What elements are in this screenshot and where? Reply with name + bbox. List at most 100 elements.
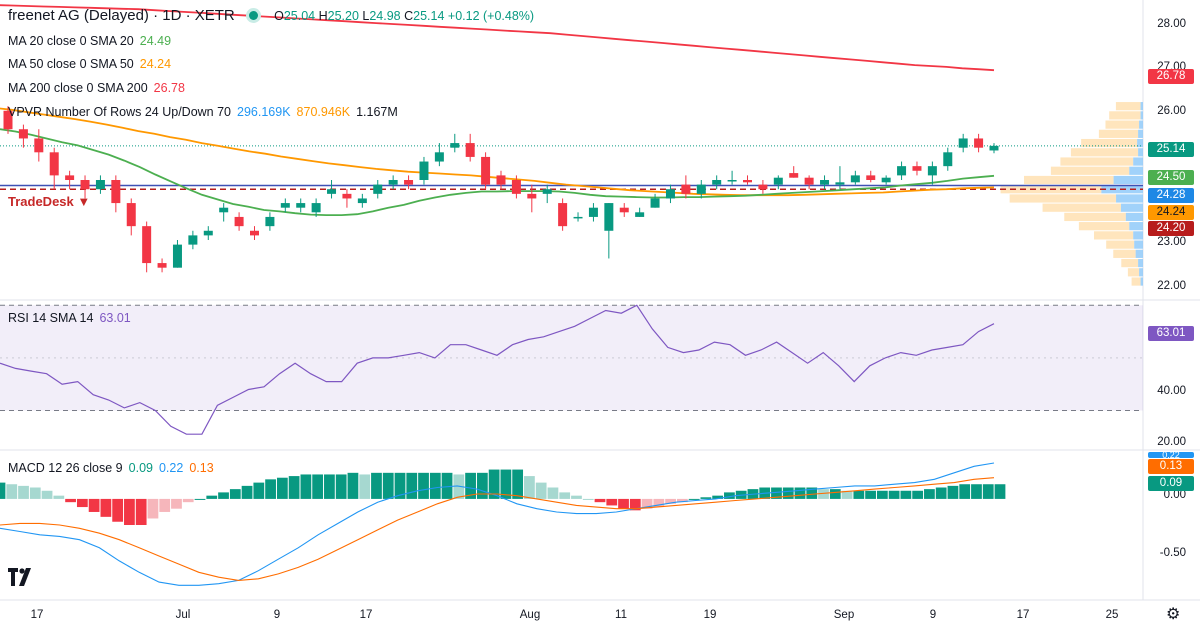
- vpvr-up-bar: [1129, 166, 1143, 175]
- macd-hist-bar: [535, 482, 547, 499]
- candle-body: [34, 138, 44, 153]
- high-label: H: [318, 9, 328, 23]
- vpvr-down-bar: [1042, 203, 1121, 212]
- vpvr-legend[interactable]: VPVR Number Of Rows 24 Up/Down 70 296.169…: [8, 104, 398, 120]
- ma200-legend[interactable]: MA 200 close 0 SMA 200 26.78: [8, 80, 185, 96]
- market-status-icon: [248, 11, 258, 21]
- candle-body: [111, 180, 121, 204]
- candle-body: [18, 129, 28, 139]
- candle-body: [758, 184, 768, 190]
- candle-body: [542, 189, 552, 194]
- chart-header: freenet AG (Delayed) · 1D · XETR O25.04 …: [8, 7, 534, 24]
- vpvr-down-bar: [1109, 111, 1141, 120]
- rsi-legend[interactable]: RSI 14 SMA 14 63.01: [8, 310, 131, 326]
- rsi-legend-value: 63.01: [99, 311, 131, 325]
- vpvr-down-bar: [1127, 268, 1140, 277]
- gear-icon[interactable]: ⚙: [1166, 606, 1181, 623]
- macd-hist-bar: [712, 495, 724, 499]
- candle-body: [450, 143, 460, 148]
- vpvr-up-bar: [1133, 157, 1143, 166]
- time-tick: 19: [703, 609, 717, 621]
- macd-legend[interactable]: MACD 12 26 close 9 0.09 0.22 0.13: [8, 460, 214, 476]
- macd-hist-bar: [676, 498, 688, 503]
- signal-line-badge: 0.13: [1148, 459, 1194, 474]
- tradingview-logo-icon[interactable]: [8, 568, 38, 594]
- macd-hist-bar: [41, 490, 53, 499]
- macd-hist-bar: [206, 495, 218, 499]
- time-tick: 17: [30, 609, 44, 621]
- macd-hist-bar: [359, 474, 371, 499]
- price-tick: 22.00: [1157, 280, 1186, 292]
- vpvr-legend-down: 870.946K: [296, 105, 351, 119]
- close-value: 25.14: [413, 9, 445, 23]
- vpvr-up-bar: [1116, 194, 1143, 203]
- macd-hist-bar: [512, 469, 524, 499]
- candle-body: [773, 177, 783, 185]
- ma20-legend[interactable]: MA 20 close 0 SMA 20 24.49: [8, 33, 171, 49]
- symbol-title[interactable]: freenet AG (Delayed) · 1D · XETR: [8, 7, 235, 24]
- ma50-legend-value: 24.24: [139, 57, 172, 71]
- ma200-price-badge: 26.78: [1148, 69, 1194, 84]
- candle-body: [527, 193, 537, 199]
- vpvr-up-bar: [1138, 129, 1143, 138]
- candle-body: [573, 216, 583, 219]
- candle-body: [434, 152, 444, 162]
- rsi-badge: 63.01: [1148, 326, 1194, 341]
- vpvr-up-bar: [1133, 231, 1143, 240]
- ma50-legend[interactable]: MA 50 close 0 SMA 50 24.24: [8, 56, 171, 72]
- vpvr-up-bar: [1125, 212, 1143, 222]
- high-value: 25.20: [327, 9, 359, 23]
- candle-body: [234, 216, 244, 227]
- macd-hist-bar: [900, 490, 912, 499]
- macd-hist-bar: [100, 498, 112, 517]
- macd-hist-bar: [959, 484, 971, 499]
- tradedesk-marker[interactable]: TradeDesk ▼: [8, 194, 91, 209]
- macd-line-badge: 0.22: [1148, 451, 1194, 460]
- macd-hist-bar: [641, 498, 653, 509]
- candle-body: [172, 244, 182, 268]
- candle-body: [3, 110, 13, 130]
- macd-hist-bar: [653, 498, 665, 508]
- time-tick: Jul: [175, 609, 191, 621]
- candle-body: [142, 226, 152, 264]
- macd-hist-badge: 0.09: [1148, 476, 1194, 491]
- macd-legend-hist: 0.09: [128, 461, 153, 475]
- macd-hist-bar: [582, 498, 594, 500]
- macd-hist-bar: [571, 495, 582, 499]
- candle-body: [727, 180, 737, 182]
- macd-hist-bar: [253, 482, 265, 499]
- candle-body: [558, 203, 568, 227]
- candle-body: [897, 166, 907, 176]
- macd-tick: -0.50: [1159, 547, 1186, 559]
- rsi-line: [0, 304, 995, 435]
- candle-body: [927, 166, 937, 176]
- macd-hist-bar: [288, 476, 300, 499]
- vpvr-price-badge: 24.28: [1148, 188, 1194, 203]
- ma200-line: [0, 4, 995, 72]
- vpvr-up-bar: [1134, 240, 1143, 249]
- signal-line: [0, 477, 995, 581]
- macd-hist-bar: [935, 487, 947, 499]
- macd-hist-bar: [347, 472, 359, 499]
- vpvr-legend-label: VPVR Number Of Rows 24 Up/Down 70: [8, 105, 232, 119]
- macd-line: [0, 462, 995, 586]
- rsi-legend-label: RSI 14 SMA 14: [8, 311, 94, 325]
- vpvr-down-bar: [1050, 166, 1130, 175]
- vpvr-up-bar: [1138, 258, 1143, 268]
- macd-tick: 0.00: [1163, 489, 1186, 501]
- macd-hist-bar: [665, 498, 676, 504]
- change-value: +0.12 (+0.48%): [447, 9, 535, 23]
- close-label: C: [404, 9, 414, 23]
- vpvr-legend-up: 296.169K: [237, 105, 291, 119]
- macd-hist-bar: [982, 484, 994, 499]
- candle-body: [157, 263, 167, 268]
- macd-hist-bar: [924, 489, 935, 499]
- macd-hist-bar: [112, 498, 124, 522]
- macd-hist-bar: [547, 487, 559, 499]
- macd-hist-bar: [524, 476, 535, 499]
- candle-body: [80, 180, 90, 190]
- candle-body: [712, 180, 722, 185]
- vpvr-down-bar: [1094, 231, 1134, 240]
- macd-hist-bar: [559, 492, 571, 499]
